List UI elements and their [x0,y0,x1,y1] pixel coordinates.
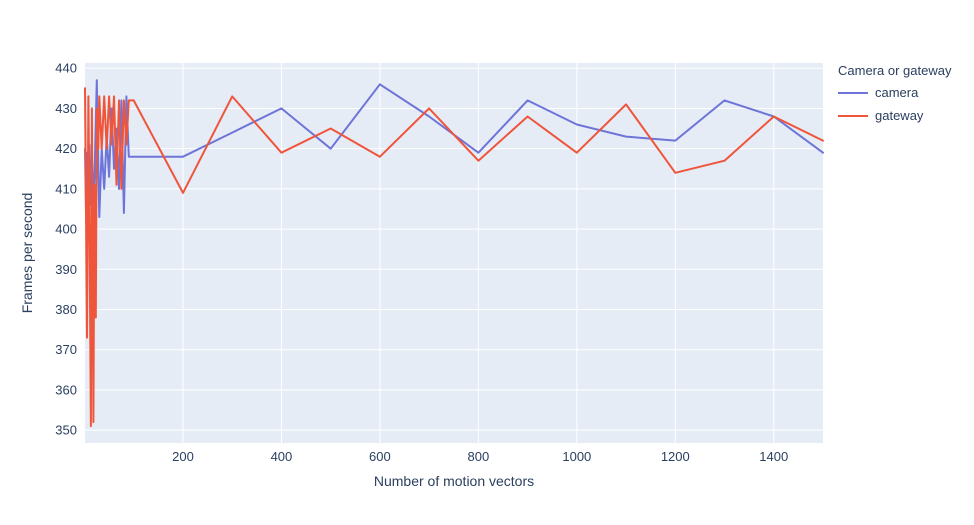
legend: Camera or gateway camera gateway [838,63,951,131]
y-tick-label: 370 [55,342,77,357]
y-tick-label: 380 [55,302,77,317]
legend-label-camera: camera [875,85,919,100]
y-tick-label: 390 [55,262,77,277]
x-tick-label: 1200 [661,449,690,464]
x-tick-label: 1000 [562,449,591,464]
camera-line-swatch [838,91,868,94]
y-tick-label: 350 [55,423,77,438]
y-tick-label: 410 [55,181,77,196]
y-tick-label: 400 [55,222,77,237]
x-tick-label: 800 [468,449,490,464]
x-tick-label: 400 [271,449,293,464]
x-axis-title: Number of motion vectors [373,473,535,489]
y-tick-label: 440 [55,61,77,76]
y-tick-label: 420 [55,141,77,156]
y-tick-label: 360 [55,382,77,397]
plot-area [85,63,823,443]
gateway-line-swatch [838,114,868,117]
legend-label-gateway: gateway [875,108,924,123]
legend-item-camera[interactable]: camera [838,85,951,100]
x-tick-label: 600 [369,449,391,464]
series-line-gateway [84,87,824,428]
legend-item-gateway[interactable]: gateway [838,108,951,123]
x-tick-label: 200 [172,449,194,464]
y-axis-title: Frames per second [19,192,35,314]
y-tick-label: 430 [55,101,77,116]
legend-title: Camera or gateway [838,63,952,78]
x-tick-label: 1400 [759,449,788,464]
